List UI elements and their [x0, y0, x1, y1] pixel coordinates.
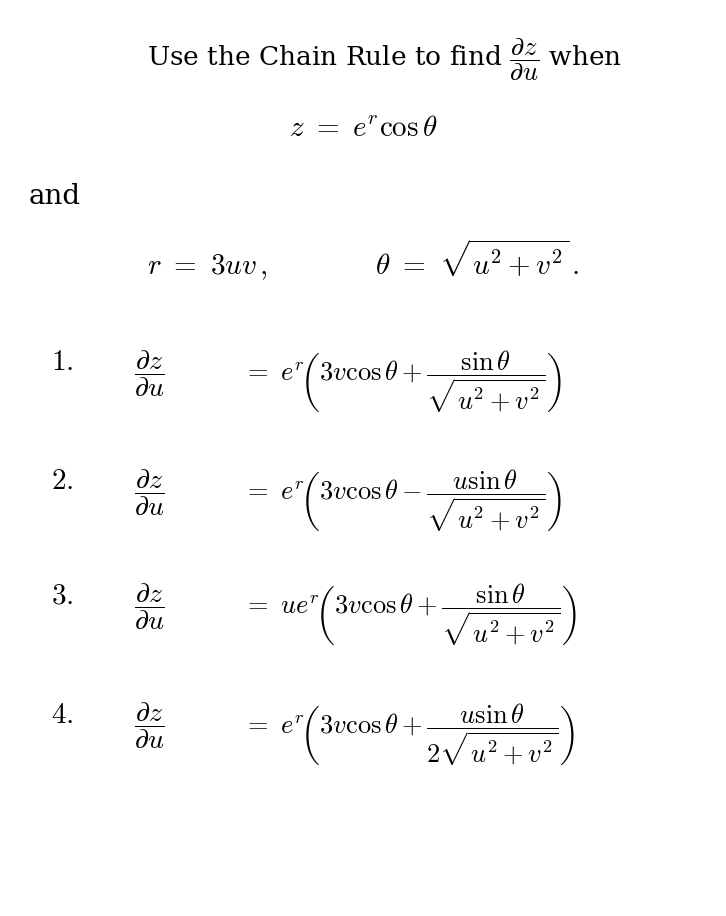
- Text: $\mathbf{4.}$: $\mathbf{4.}$: [51, 701, 73, 729]
- Text: $= \ e^r\!\left(3v\cos\theta + \dfrac{u\sin\theta}{2\sqrt{u^2+v^2}}\right)$: $= \ e^r\!\left(3v\cos\theta + \dfrac{u\…: [243, 701, 576, 768]
- Text: $\mathbf{3.}$: $\mathbf{3.}$: [51, 582, 73, 610]
- Text: $= \ e^r\!\left(3v\cos\theta - \dfrac{u\sin\theta}{\sqrt{u^2+v^2}}\right)$: $= \ e^r\!\left(3v\cos\theta - \dfrac{u\…: [243, 467, 563, 534]
- Text: $\mathbf{2.}$: $\mathbf{2.}$: [51, 467, 73, 496]
- Text: $\dfrac{\partial z}{\partial u}$: $\dfrac{\partial z}{\partial u}$: [134, 701, 166, 751]
- Text: and: and: [29, 183, 81, 210]
- Text: $\mathbf{1.}$: $\mathbf{1.}$: [51, 348, 73, 376]
- Text: $\dfrac{\partial z}{\partial u}$: $\dfrac{\partial z}{\partial u}$: [134, 582, 166, 632]
- Text: $r \ = \ 3uv\,, \qquad\qquad \theta \ = \ \sqrt{u^2 + v^2}\,.$: $r \ = \ 3uv\,, \qquad\qquad \theta \ = …: [147, 238, 579, 283]
- Text: $z \ = \ e^r \cos \theta$: $z \ = \ e^r \cos \theta$: [289, 114, 437, 143]
- Text: $\dfrac{\partial z}{\partial u}$: $\dfrac{\partial z}{\partial u}$: [134, 467, 166, 518]
- Text: $= \ e^r\!\left(3v\cos\theta + \dfrac{\sin\theta}{\sqrt{u^2+v^2}}\right)$: $= \ e^r\!\left(3v\cos\theta + \dfrac{\s…: [243, 348, 563, 415]
- Text: $\dfrac{\partial z}{\partial u}$: $\dfrac{\partial z}{\partial u}$: [134, 348, 166, 398]
- Text: Use the Chain Rule to find $\dfrac{\partial z}{\partial u}$ when: Use the Chain Rule to find $\dfrac{\part…: [147, 37, 622, 82]
- Text: $= \ ue^r\!\left(3v\cos\theta + \dfrac{\sin\theta}{\sqrt{u^2+v^2}}\right)$: $= \ ue^r\!\left(3v\cos\theta + \dfrac{\…: [243, 582, 577, 649]
